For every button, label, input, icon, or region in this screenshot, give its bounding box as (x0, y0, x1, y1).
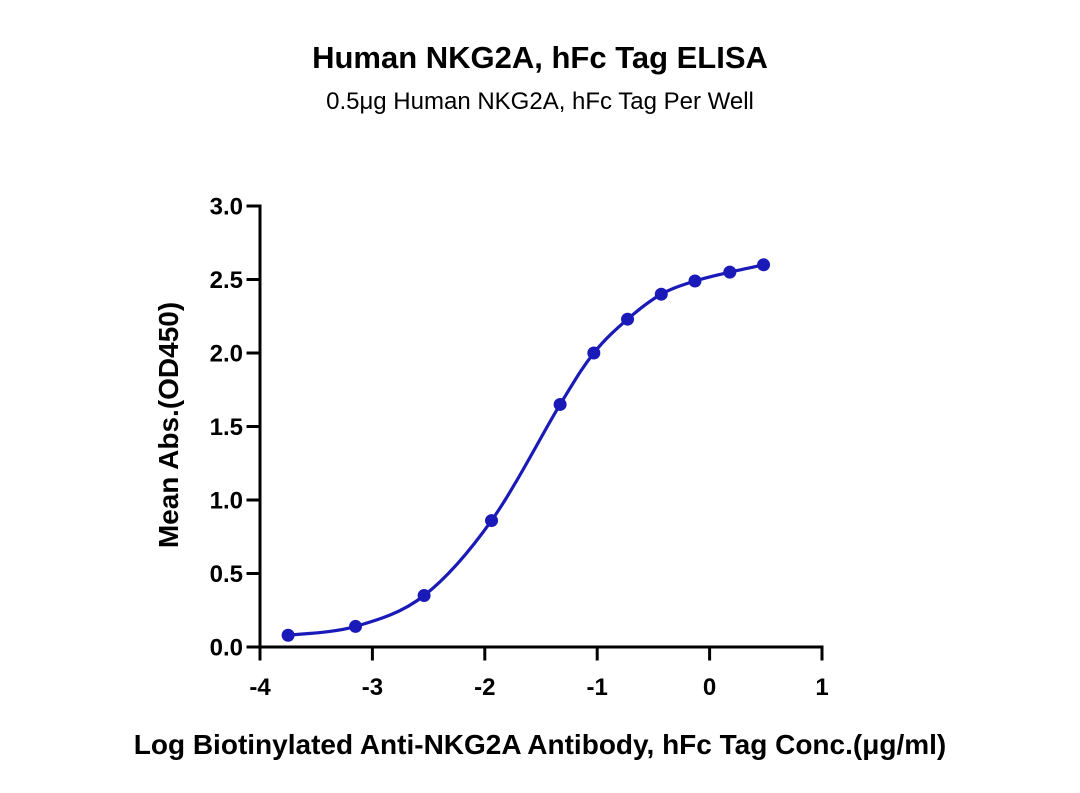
x-tick-label: -2 (474, 674, 495, 701)
data-point (587, 346, 601, 360)
axes (258, 204, 824, 649)
x-tick-label: -1 (587, 674, 608, 701)
series-line (287, 263, 764, 637)
data-point (757, 258, 771, 272)
data-point (688, 274, 702, 288)
data-point (281, 628, 295, 642)
y-tick-label: 1.0 (210, 488, 243, 515)
x-tick-label: 1 (815, 674, 828, 701)
data-point (349, 619, 363, 633)
chart-subtitle: 0.5μg Human NKG2A, hFc Tag Per Well (326, 88, 754, 115)
y-tick-label: 0.0 (210, 635, 243, 662)
chart-title: Human NKG2A, hFc Tag ELISA (312, 40, 768, 75)
data-point (417, 589, 431, 603)
ticks: 0.0 0.5 1.0 1.5 2.0 2.5 3.0 -4 -3 -2 -1 0 1 (210, 194, 829, 702)
points-layer (281, 258, 771, 642)
data-point (654, 287, 668, 301)
y-tick-label: 3.0 (210, 194, 243, 221)
x-tick-label: -3 (362, 674, 383, 701)
y-tick-label: 2.0 (210, 341, 243, 368)
y-tick-label: 0.5 (210, 561, 243, 588)
y-tick-label: 1.5 (210, 414, 243, 441)
y-axis-title: Mean Abs.(OD450) (153, 302, 184, 548)
x-tick-label: 0 (703, 674, 716, 701)
data-point (621, 312, 635, 326)
x-axis-title: Log Biotinylated Anti-NKG2A Antibody, hF… (134, 729, 946, 760)
y-tick-label: 2.5 (210, 267, 243, 294)
x-tick-label: -4 (249, 674, 271, 701)
data-point (723, 265, 737, 279)
curve-layer (287, 263, 764, 637)
data-point (553, 397, 567, 411)
data-point (485, 514, 499, 528)
